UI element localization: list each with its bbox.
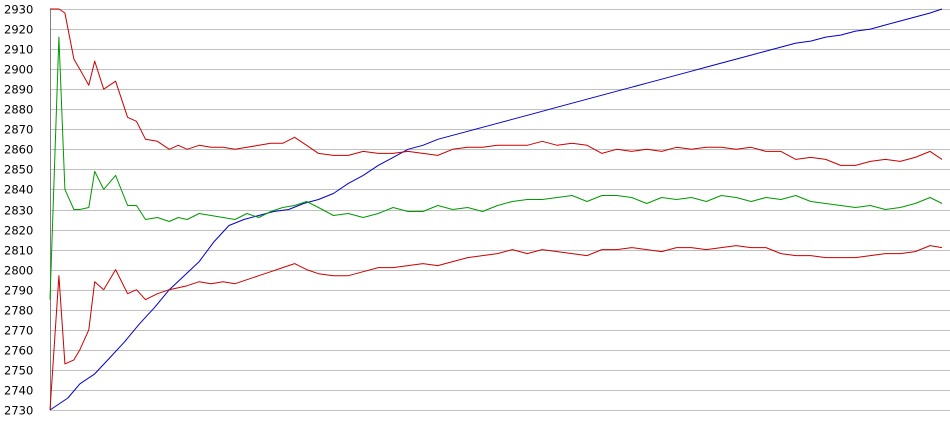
y-tick-label: 2920: [4, 23, 33, 37]
series-line-3: [49, 245, 943, 411]
y-tick-label: 2840: [4, 183, 33, 197]
y-tick-label: 2870: [4, 123, 33, 137]
series-line-1: [49, 36, 943, 300]
y-tick-label: 2740: [4, 384, 33, 398]
y-tick-label: 2890: [4, 83, 33, 97]
y-tick-label: 2750: [4, 364, 33, 378]
y-tick-label: 2930: [4, 3, 33, 17]
y-tick-label: 2790: [4, 284, 33, 298]
y-tick-label: 2810: [4, 244, 33, 258]
series-line-0: [49, 8, 943, 411]
y-axis-tick-labels: 2930 2920 2910 2900 2890 2880 2870 2860 2850 2840…: [4, 3, 33, 418]
y-tick-label: 2850: [4, 163, 33, 177]
y-tick-label: 2860: [4, 143, 33, 157]
grid-lines: [50, 9, 950, 411]
series-line-2: [50, 8, 943, 166]
y-tick-label: 2820: [4, 224, 33, 238]
y-tick-label: 2830: [4, 204, 33, 218]
y-tick-label: 2730: [4, 404, 33, 418]
y-tick-label: 2760: [4, 344, 33, 358]
series-group: [49, 8, 943, 411]
y-tick-label: 2900: [4, 63, 33, 77]
y-tick-label: 2880: [4, 103, 33, 117]
y-tick-label: 2770: [4, 324, 33, 338]
y-tick-label: 2910: [4, 43, 33, 57]
y-tick-label: 2780: [4, 304, 33, 318]
y-tick-label: 2800: [4, 264, 33, 278]
